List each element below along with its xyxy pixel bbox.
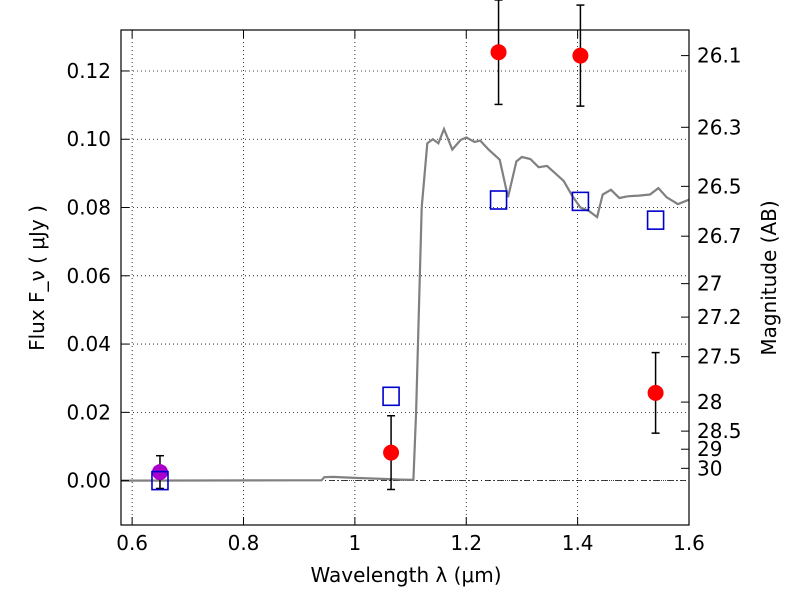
- x-tick-label: 0.8: [228, 531, 260, 555]
- magnitude-axis-title: Magnitude (AB): [757, 200, 781, 355]
- magnitude-tick-label: 26.7: [697, 224, 742, 248]
- magnitude-tick-label: 26.5: [697, 174, 742, 198]
- magnitude-tick-label: 27.2: [697, 305, 742, 329]
- model-flux-square: [646, 210, 665, 230]
- magnitude-tick-label: 26.1: [697, 44, 742, 68]
- magnitude-tick-label: 27.5: [697, 345, 742, 369]
- plot-frame: [120, 29, 690, 526]
- magnitude-tick-label: 28: [697, 390, 722, 414]
- observed-flux-point: [490, 44, 507, 61]
- model-flux-square: [151, 470, 169, 491]
- magnitude-tick-label: 27: [697, 272, 722, 296]
- x-tick-label: 1.4: [562, 531, 594, 555]
- observed-flux-point: [383, 444, 400, 461]
- y-tick-label: 0.10: [66, 127, 111, 151]
- magnitude-tick-label: 30: [697, 456, 722, 480]
- series-layer: [120, 0, 690, 491]
- y-axis-title: Flux F_ν ( μJy ): [25, 205, 49, 351]
- y-tick-label: 0.02: [66, 400, 111, 424]
- x-tick-label: 1.2: [450, 531, 482, 555]
- x-tick-label: 0.6: [116, 531, 148, 555]
- x-tick-label: 1: [349, 531, 362, 555]
- x-axis-ticks: 0.6 0.8 1 1.2 1.4 1.6: [116, 30, 705, 555]
- template-spectrum-line: [120, 126, 690, 482]
- model-flux-square: [571, 191, 590, 212]
- grid-layer: [121, 30, 690, 525]
- y-tick-label: 0.04: [66, 332, 111, 356]
- model-flux-square: [382, 386, 400, 407]
- y-tick-label: 0.12: [66, 59, 111, 83]
- x-axis-title: Wavelength λ (μm): [310, 563, 501, 587]
- model-flux-square: [489, 190, 508, 210]
- magnitude-tick-label: 29: [697, 437, 722, 461]
- y-tick-label: 0.06: [66, 264, 111, 288]
- y-tick-label: 0.00: [66, 469, 111, 493]
- observed-flux-point: [572, 47, 589, 64]
- y-axis-ticks: 0.00 0.02 0.04 0.06 0.08 0.10 0.12: [66, 59, 129, 493]
- y-tick-label: 0.08: [66, 196, 111, 220]
- observed-flux-point: [647, 384, 664, 401]
- x-tick-label: 1.6: [673, 531, 705, 555]
- magnitude-tick-label: 28.5: [697, 419, 742, 443]
- magnitude-tick-label: 26.3: [697, 115, 742, 139]
